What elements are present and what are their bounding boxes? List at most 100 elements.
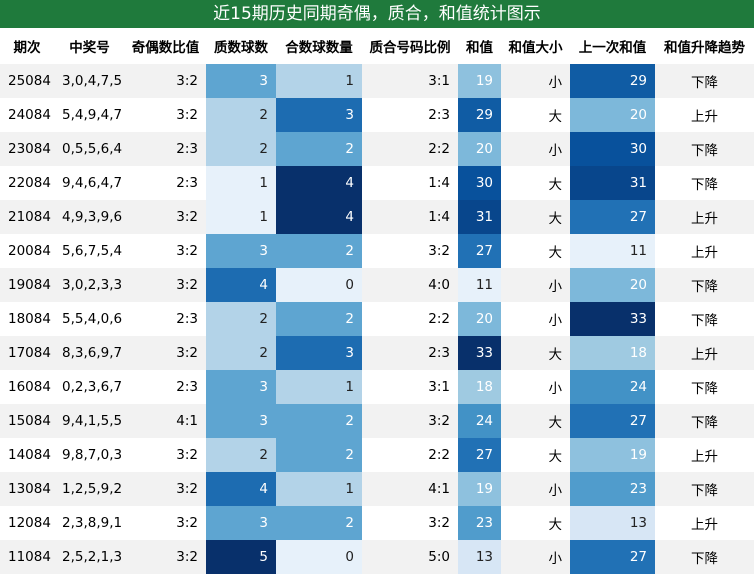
heat-cell: 2 [276, 234, 362, 268]
cell: 下降 [691, 381, 718, 397]
heat-cell: 33 [458, 336, 501, 370]
cell: 小 [501, 268, 570, 302]
table-row: 20084 5,6,7,5,4 3:2 3 2 3:2 27 大 11 上升 [0, 234, 754, 268]
heat-cell: 29 [570, 64, 655, 98]
heat-cell: 27 [570, 540, 655, 574]
cell: 小 [501, 64, 570, 98]
cell: 22084 [8, 175, 51, 191]
cell: 9,8,7,0,3 [62, 447, 123, 463]
cell: 24084 [8, 107, 51, 123]
cell: 20084 [8, 243, 51, 259]
heat-cell: 2 [206, 302, 276, 336]
heat-cell: 13 [458, 540, 501, 574]
heat-cell: 20 [458, 302, 501, 336]
cell: 上升 [655, 336, 754, 370]
cell: 4:1 [362, 472, 458, 506]
cell: 25084 [0, 64, 54, 98]
heat-cell: 27 [570, 404, 655, 438]
stats-table: 期次 中奖号 奇偶数比值 质数球数 合数球数量 质合号码比例 和值 和值大小 上一次和值 和值升降… [0, 28, 754, 574]
cell: 3:2 [428, 243, 450, 259]
table-body: 25084 3,0,4,7,5 3:2 3 1 3:1 19 小 29 下降 24084 5,4,9,… [0, 64, 754, 574]
cell: 下降 [691, 313, 718, 329]
heat-cell: 23 [458, 506, 501, 540]
heat-cell: 3 [206, 506, 276, 540]
heat-cell: 2 [206, 98, 276, 132]
column-header: 质合号码比例 [369, 40, 451, 56]
cell: 11084 [0, 540, 54, 574]
cell: 小 [501, 472, 570, 506]
heat-cell: 27 [570, 200, 655, 234]
heat-cell: 31 [458, 200, 501, 234]
column-header: 和值升降趋势 [664, 40, 745, 56]
cell: 13084 [0, 472, 54, 506]
column-header: 上一次和值 [578, 40, 647, 56]
heat-cell: 2 [206, 132, 276, 166]
cell: 14084 [8, 447, 51, 463]
heat-cell: 24 [458, 404, 501, 438]
cell: 3:2 [125, 336, 206, 370]
header-row: 期次 中奖号 奇偶数比值 质数球数 合数球数量 质合号码比例 和值 和值大小 上一次和值 和值升降… [0, 28, 754, 64]
cell: 3:2 [428, 515, 450, 531]
heat-cell: 27 [458, 438, 501, 472]
table-row: 15084 9,4,1,5,5 4:1 3 2 3:2 24 大 27 下降 [0, 404, 754, 438]
heat-cell: 27 [458, 234, 501, 268]
heat-cell: 3 [276, 336, 362, 370]
heat-cell: 19 [458, 472, 501, 506]
heat-cell: 31 [570, 166, 655, 200]
cell: 下降 [655, 540, 754, 574]
cell: 18084 [8, 311, 51, 327]
cell: 3,0,2,3,3 [54, 268, 125, 302]
heat-cell: 3 [206, 234, 276, 268]
cell: 4,9,3,9,6 [54, 200, 125, 234]
table-row: 18084 5,5,4,0,6 2:3 2 2 2:2 20 小 33 下降 [0, 302, 754, 336]
heat-cell: 19 [570, 438, 655, 472]
heat-cell: 3 [276, 98, 362, 132]
cell: 4:1 [125, 404, 206, 438]
cell: 3:2 [125, 540, 206, 574]
table-row: 14084 9,8,7,0,3 3:2 2 2 2:2 27 大 19 上升 [0, 438, 754, 472]
heat-cell: 20 [570, 268, 655, 302]
cell: 5,6,7,5,4 [62, 243, 123, 259]
cell: 上升 [655, 200, 754, 234]
cell: 2:3 [362, 336, 458, 370]
cell: 15084 [0, 404, 54, 438]
cell: 8,3,6,9,7 [54, 336, 125, 370]
heat-cell: 3 [206, 370, 276, 404]
cell: 9,4,1,5,5 [54, 404, 125, 438]
cell: 下降 [655, 472, 754, 506]
cell: 大 [548, 245, 563, 261]
heat-cell: 2 [276, 404, 362, 438]
heat-cell: 18 [570, 336, 655, 370]
cell: 4:0 [362, 268, 458, 302]
cell: 大 [548, 517, 563, 533]
cell: 小 [548, 381, 563, 397]
table-row: 12084 2,3,8,9,1 3:2 3 2 3:2 23 大 13 上升 [0, 506, 754, 540]
cell: 3,0,4,7,5 [54, 64, 125, 98]
cell: 大 [548, 449, 563, 465]
heat-cell: 30 [570, 132, 655, 166]
table-row: 19084 3,0,2,3,3 3:2 4 0 4:0 11 小 20 下降 [0, 268, 754, 302]
heat-cell: 20 [570, 98, 655, 132]
heat-cell: 5 [206, 540, 276, 574]
heat-cell: 1 [276, 370, 362, 404]
heat-cell: 3 [206, 404, 276, 438]
cell: 5:0 [362, 540, 458, 574]
column-header: 质数球数 [214, 40, 268, 56]
heat-cell: 4 [206, 472, 276, 506]
table-row: 13084 1,2,5,9,2 3:2 4 1 4:1 19 小 23 下降 [0, 472, 754, 506]
cell: 小 [501, 132, 570, 166]
heat-cell: 18 [458, 370, 501, 404]
table-row: 25084 3,0,4,7,5 3:2 3 1 3:1 19 小 29 下降 [0, 64, 754, 98]
cell: 2:3 [125, 132, 206, 166]
heat-cell: 1 [206, 200, 276, 234]
cell: 下降 [655, 64, 754, 98]
cell: 3:2 [176, 243, 198, 259]
heat-cell: 1 [206, 166, 276, 200]
cell: 2:3 [428, 107, 450, 123]
table-row: 16084 0,2,3,6,7 2:3 3 1 3:1 18 小 24 下降 [0, 370, 754, 404]
table-row: 22084 9,4,6,4,7 2:3 1 4 1:4 30 大 31 下降 [0, 166, 754, 200]
cell: 12084 [8, 515, 51, 531]
heat-cell: 4 [206, 268, 276, 302]
cell: 3:2 [176, 515, 198, 531]
heat-cell: 2 [276, 506, 362, 540]
